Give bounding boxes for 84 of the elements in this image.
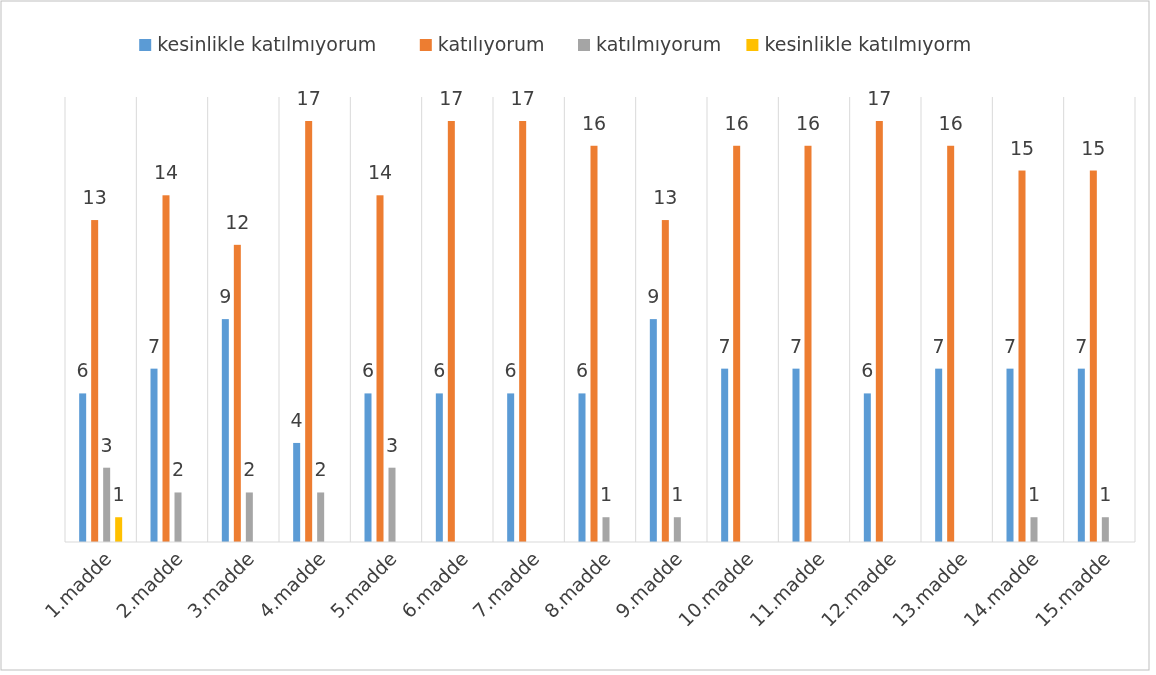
data-label: 2 (171, 458, 185, 481)
data-label: 14 (367, 161, 393, 184)
data-label: 13 (653, 186, 678, 209)
data-label: 6 (361, 359, 375, 382)
data-label: 2 (243, 458, 256, 481)
bar (590, 145, 598, 542)
bar (792, 368, 800, 542)
bar (150, 368, 158, 542)
data-label: 16 (724, 111, 749, 134)
data-label: 7 (789, 334, 803, 357)
data-label: 9 (647, 285, 660, 308)
data-label: 6 (861, 359, 874, 382)
data-label: 16 (938, 111, 963, 134)
bar (602, 517, 610, 542)
bar (1089, 170, 1097, 542)
bar (79, 393, 87, 542)
legend-label: katılıyorum (437, 32, 545, 55)
bar (435, 393, 443, 542)
bar (174, 492, 182, 542)
bar (317, 492, 325, 542)
legend-label: kesinlikle katılmıyorm (764, 32, 972, 55)
data-label: 1 (112, 483, 125, 506)
bar (305, 121, 313, 542)
data-label: 17 (439, 87, 464, 109)
data-label: 13 (82, 186, 107, 209)
data-label: 3 (385, 433, 399, 456)
bar (507, 393, 515, 542)
data-label: 15 (1009, 136, 1035, 159)
data-label: 7 (1003, 334, 1017, 357)
bar (863, 393, 871, 542)
data-label: 3 (100, 433, 113, 456)
data-label: 1 (1027, 483, 1041, 506)
data-label: 7 (718, 334, 731, 357)
data-label: 6 (504, 359, 517, 382)
data-label: 6 (76, 359, 89, 382)
bar (91, 220, 99, 542)
bar (364, 393, 372, 542)
bar (233, 244, 241, 542)
bar (1030, 517, 1038, 542)
bar (935, 368, 943, 542)
data-label: 2 (314, 458, 327, 481)
bar (388, 467, 396, 542)
bar (578, 393, 586, 542)
data-label: 6 (575, 359, 589, 382)
bar (447, 121, 455, 542)
legend-label: katılmıyorum (596, 32, 722, 55)
bar (649, 319, 657, 542)
bar (376, 195, 384, 542)
bar (103, 467, 111, 542)
bar (162, 195, 170, 542)
data-label: 14 (153, 161, 179, 184)
bar (1101, 517, 1109, 542)
data-label: 17 (867, 87, 892, 109)
data-label: 17 (510, 87, 535, 109)
data-label: 17 (296, 87, 321, 109)
data-label: 6 (433, 359, 446, 382)
bar (519, 121, 527, 542)
data-label: 16 (581, 111, 607, 134)
data-label: 1 (599, 483, 613, 506)
bar (875, 121, 883, 542)
bar (661, 220, 669, 542)
bar (115, 517, 123, 542)
data-label: 7 (932, 334, 945, 357)
bar (947, 145, 955, 542)
bar (673, 517, 681, 542)
bar (221, 319, 229, 542)
data-label: 1 (671, 483, 684, 506)
data-label: 7 (1075, 334, 1088, 357)
bar (804, 145, 812, 542)
bar (245, 492, 253, 542)
data-label: 16 (795, 111, 821, 134)
data-label: 15 (1081, 136, 1106, 159)
bar (1077, 368, 1085, 542)
bar (721, 368, 729, 542)
bar (733, 145, 741, 542)
bar (1018, 170, 1026, 542)
data-label: 9 (219, 285, 232, 308)
bar (293, 442, 301, 542)
data-label: 7 (147, 334, 161, 357)
data-label: 12 (225, 210, 250, 233)
data-label: 1 (1099, 483, 1112, 506)
bar (1006, 368, 1014, 542)
data-label: 4 (290, 408, 303, 431)
legend-label: kesinlikle katılmıyorum (157, 32, 377, 55)
